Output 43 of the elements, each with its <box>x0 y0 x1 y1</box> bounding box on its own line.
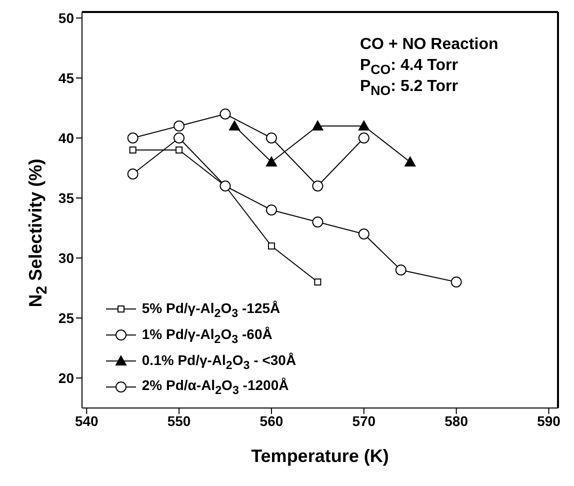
point <box>266 156 277 166</box>
legend-label: 5% Pd/γ-Al$_{2}$O$_{3}$ -125Å <box>142 300 280 320</box>
x-tick-label: 540 <box>74 412 99 429</box>
point <box>358 120 370 130</box>
point <box>176 146 183 154</box>
y-tick-label: 50 <box>58 10 74 26</box>
x-tick-label: 580 <box>444 412 468 429</box>
point <box>268 242 275 250</box>
y-tick-label: 20 <box>58 370 74 386</box>
y-tick-label: 35 <box>58 190 74 206</box>
annotation: P$_{NO}$: 5.2 Torr <box>360 78 458 98</box>
point <box>266 204 277 216</box>
point <box>312 120 324 130</box>
x-tick-label: 590 <box>537 412 561 429</box>
point <box>314 278 322 286</box>
point <box>220 108 231 120</box>
legend-label: 0.1% Pd/γ-Al$_{2}$O$_{3}$ - <30Å <box>142 352 296 372</box>
y-tick-label: 40 <box>58 130 74 146</box>
x-axis-title: Temperature (K) <box>251 446 389 466</box>
point <box>129 146 136 154</box>
x-tick-label: 570 <box>352 412 376 429</box>
point <box>450 276 462 288</box>
point <box>174 120 185 132</box>
point <box>358 228 370 240</box>
x-tick-label: 560 <box>260 412 284 429</box>
x-tick-label: 550 <box>167 412 191 429</box>
y-tick-label: 30 <box>58 250 74 266</box>
point <box>312 180 324 192</box>
point <box>395 264 406 276</box>
point <box>358 132 370 144</box>
point <box>174 132 185 144</box>
y-tick-label: 25 <box>58 310 74 326</box>
point <box>127 168 138 180</box>
y-tick-label: 45 <box>58 70 74 86</box>
point <box>266 132 277 144</box>
legend-label: 2% Pd/α-Al$_{2}$O$_{3}$ -1200Å <box>142 377 289 398</box>
point <box>127 132 138 144</box>
point <box>229 120 240 130</box>
point <box>404 156 416 166</box>
annotation: P$_{CO}$: 4.4 Torr <box>360 57 458 78</box>
legend-label: 1% Pd/γ-Al$_{2}$O$_{3}$ -60Å <box>142 326 272 346</box>
point <box>312 216 324 228</box>
annotation: CO + NO Reaction <box>360 36 498 54</box>
